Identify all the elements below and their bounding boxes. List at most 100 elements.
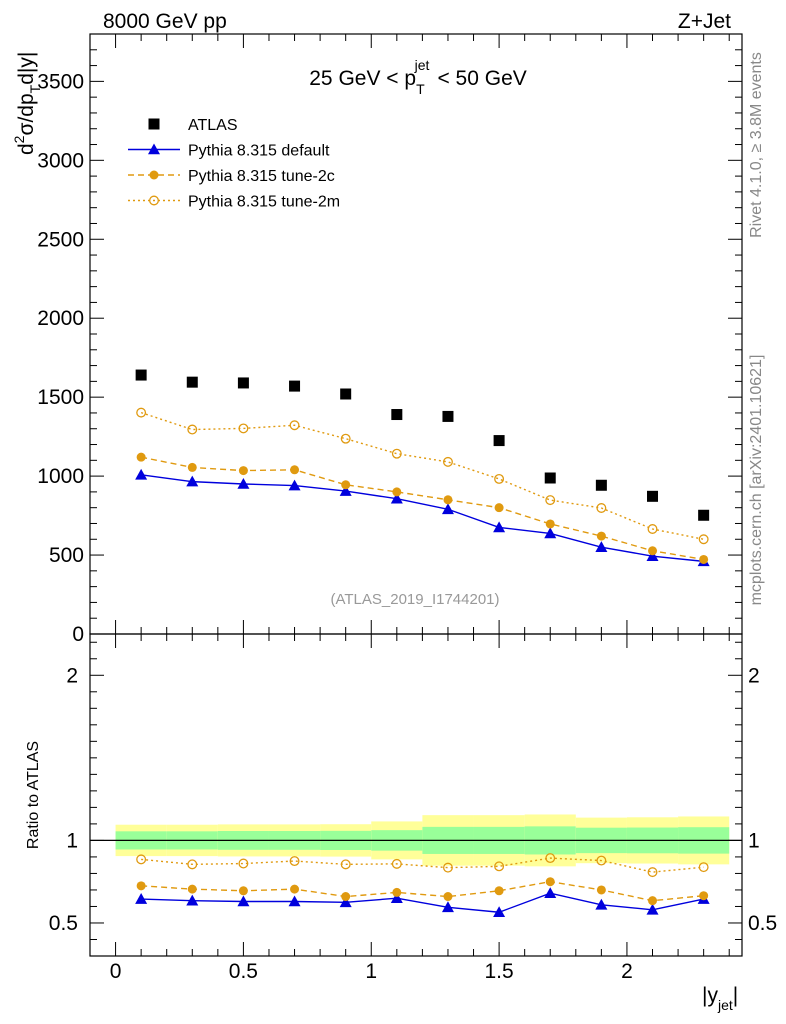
header-right-label: Z+Jet xyxy=(678,10,731,33)
ratio-line-pythia-8-315-tune-2c xyxy=(141,880,704,902)
data-point-pythia-8-315-tune-2m xyxy=(340,433,351,444)
ratio-point-pythia-8-315-tune-2c xyxy=(341,892,351,902)
data-point-pythia-8-315-tune-2m xyxy=(238,423,249,434)
ratio-point-pythia-8-315-tune-2c xyxy=(596,885,606,895)
data-point-atlas xyxy=(442,410,454,422)
y-tick-label: 500 xyxy=(49,544,84,567)
ratio-point-pythia-8-315-tune-2c xyxy=(699,891,709,901)
y-tick-label: 2000 xyxy=(37,307,84,330)
ratio-point-pythia-8-315-default xyxy=(544,887,557,899)
legend-label-pythia-8-315-default: Pythia 8.315 default xyxy=(188,143,330,160)
data-point-pythia-8-315-tune-2c xyxy=(136,452,146,462)
ratio-point-pythia-8-315-tune-2m xyxy=(187,859,198,870)
mcplots-label: mcplots.cern.ch [arXiv:2401.10621] xyxy=(748,355,765,606)
data-point-pythia-8-315-tune-2m xyxy=(289,420,300,431)
data-point-atlas xyxy=(186,376,198,388)
data-point-pythia-8-315-tune-2m xyxy=(494,473,505,484)
data-point-pythia-8-315-tune-2m xyxy=(596,503,607,513)
ratio-y-tick-label-right: 0.5 xyxy=(748,912,777,935)
data-point-pythia-8-315-default xyxy=(390,492,403,504)
y-label-tail: d|y| xyxy=(15,52,38,85)
ratio-y-tick-label-right: 1 xyxy=(748,829,760,852)
ratio-point-pythia-8-315-tune-2m xyxy=(289,856,300,867)
ratio-line-pythia-8-315-tune-2m xyxy=(141,857,704,873)
x-axis-label: |yjet| xyxy=(702,984,738,1013)
data-point-pythia-8-315-tune-2m xyxy=(647,524,658,534)
ratio-point-pythia-8-315-tune-2m xyxy=(494,861,505,872)
main-title-prefix: 25 GeV < p xyxy=(309,67,416,90)
data-point-pythia-8-315-tune-2c xyxy=(187,462,197,472)
data-point-pythia-8-315-default xyxy=(441,503,454,515)
ratio-panel-series xyxy=(135,853,710,918)
ratio-y-tick-label: 1 xyxy=(66,829,78,852)
x-label-main: |y xyxy=(702,984,718,1007)
ratio-point-pythia-8-315-default xyxy=(441,901,454,913)
ratio-point-pythia-8-315-default xyxy=(390,892,403,904)
ratio-point-pythia-8-315-tune-2c xyxy=(238,886,248,896)
ratio-point-pythia-8-315-default xyxy=(493,906,506,918)
ratio-panel-axes: 0.5 0.5 1 1 2 2 0 0.5 1 1.5 2 xyxy=(49,633,777,983)
data-point-pythia-8-315-default xyxy=(646,550,659,561)
ratio-point-pythia-8-315-tune-2c xyxy=(187,884,197,894)
data-point-atlas xyxy=(289,380,301,392)
y-label-sub: T xyxy=(27,84,43,93)
data-point-pythia-8-315-default xyxy=(595,541,608,552)
legend-label-pythia-8-315-tune-2c: Pythia 8.315 tune-2c xyxy=(188,168,335,185)
x-tick-label: 0 xyxy=(110,960,122,983)
legend-label-atlas: ATLAS xyxy=(188,117,238,134)
ratio-point-pythia-8-315-tune-2m xyxy=(391,858,402,869)
x-tick-label: 0.5 xyxy=(229,960,258,983)
data-point-atlas xyxy=(595,479,607,491)
data-point-pythia-8-315-tune-2m xyxy=(136,407,147,418)
ratio-point-pythia-8-315-tune-2m xyxy=(442,862,453,873)
data-point-pythia-8-315-default xyxy=(288,479,301,491)
data-point-pythia-8-315-tune-2c xyxy=(494,503,504,513)
y-tick-label: 3000 xyxy=(37,149,84,172)
data-point-pythia-8-315-tune-2c xyxy=(341,480,351,490)
main-title-sup: jet xyxy=(414,57,430,73)
data-point-pythia-8-315-tune-2c xyxy=(545,519,555,529)
ratio-point-pythia-8-315-tune-2m xyxy=(340,859,351,870)
data-point-pythia-8-315-tune-2c xyxy=(648,546,658,556)
watermark-analysis-id: (ATLAS_2019_I1744201) xyxy=(330,591,499,608)
ratio-point-pythia-8-315-tune-2c xyxy=(494,886,504,896)
data-point-atlas xyxy=(237,377,249,389)
y-tick-label: 1000 xyxy=(37,465,84,488)
ratio-point-pythia-8-315-tune-2c xyxy=(392,887,402,897)
y-tick-label: 0 xyxy=(72,623,84,646)
data-point-pythia-8-315-tune-2m xyxy=(442,456,453,467)
ratio-point-pythia-8-315-tune-2c xyxy=(443,892,453,902)
y-tick-label: 1500 xyxy=(37,386,84,409)
series-line-pythia-8-315-default xyxy=(141,474,704,563)
data-point-pythia-8-315-tune-2m xyxy=(698,534,709,545)
ratio-y-tick-label-right: 2 xyxy=(748,664,760,687)
x-tick-label: 2 xyxy=(621,960,633,983)
ratio-point-pythia-8-315-default xyxy=(237,895,250,907)
legend: ATLAS Pythia 8.315 default Pythia 8.315 tu… xyxy=(128,117,340,211)
main-title: 25 GeV < pTjet < 50 GeV xyxy=(309,57,527,97)
legend-marker-pythia-8-315-tune-2m xyxy=(149,195,159,206)
main-y-axis-label: d2σ/dpTd|y| xyxy=(11,52,43,155)
main-panel-axes: 0 500 1000 1500 2000 2500 3000 3500 xyxy=(37,33,743,646)
ratio-point-pythia-8-315-tune-2m xyxy=(136,854,147,865)
data-point-pythia-8-315-default xyxy=(493,521,506,533)
data-point-pythia-8-315-tune-2m xyxy=(391,448,402,459)
data-point-pythia-8-315-tune-2m xyxy=(545,495,556,506)
data-point-pythia-8-315-tune-2m xyxy=(187,424,198,435)
series-line-pythia-8-315-tune-2m xyxy=(140,411,704,540)
data-point-atlas xyxy=(135,369,147,381)
ratio-point-pythia-8-315-default xyxy=(186,894,199,906)
x-label-end: | xyxy=(733,984,738,1007)
ratio-point-pythia-8-315-tune-2m xyxy=(238,858,249,869)
data-point-pythia-8-315-default xyxy=(237,478,250,489)
ratio-point-pythia-8-315-tune-2c xyxy=(648,896,658,906)
data-point-pythia-8-315-default xyxy=(544,527,557,539)
ratio-y-axis-label: Ratio to ATLAS xyxy=(25,741,42,849)
ratio-point-pythia-8-315-default xyxy=(646,903,659,915)
data-point-atlas xyxy=(647,490,659,502)
data-point-pythia-8-315-tune-2c xyxy=(238,466,248,476)
data-point-pythia-8-315-tune-2c xyxy=(290,465,300,475)
ratio-point-pythia-8-315-tune-2m xyxy=(545,853,556,864)
data-point-atlas xyxy=(493,435,505,447)
ratio-y-tick-label: 0.5 xyxy=(49,912,78,935)
